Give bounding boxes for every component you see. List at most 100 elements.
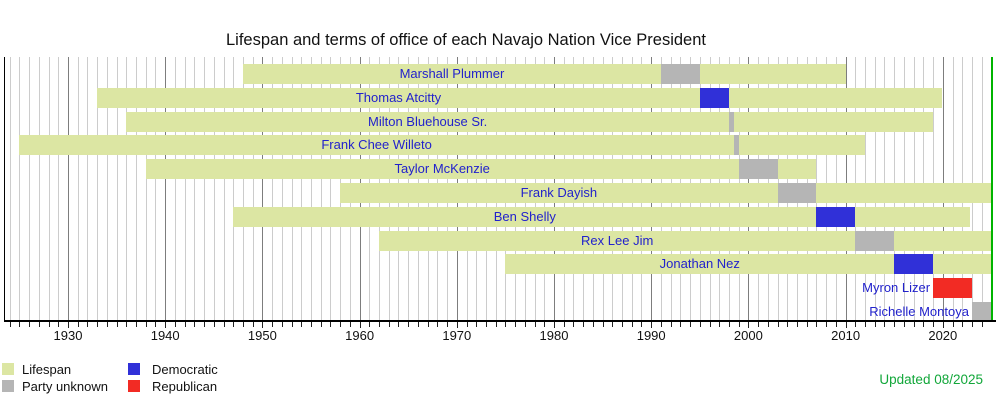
axis-tick-year [933,321,935,327]
axis-tick-label: 1930 [53,328,83,343]
gridline-year [106,57,108,320]
axis-tick-year [544,321,546,327]
axis-tick-year [806,321,808,327]
axis-tick-year [962,321,964,327]
legend-swatch-lifespan [2,363,14,375]
axis-tick-year [874,321,876,327]
axis-tick-decade [845,321,847,328]
lifespan-bar [242,64,846,84]
axis-tick-year [116,321,118,327]
axis-tick-year [388,321,390,327]
person-name-label: Ben Shelly [493,209,556,224]
gridline-year [58,57,60,320]
axis-tick-year [437,321,439,327]
axis-tick-decade [359,321,361,328]
lifespan-bar [19,135,866,155]
legend-label-democratic: Democratic [152,362,218,377]
axis-tick-year [301,321,303,327]
gridline-year [77,57,79,320]
axis-tick-year [204,321,206,327]
axis-tick-year [427,321,429,327]
axis-tick-year [281,321,283,327]
now-marker-line [991,57,993,320]
axis-tick-year [728,321,730,327]
axis-tick-decade [456,321,458,328]
axis-tick-year [622,321,624,327]
axis-tick-year [398,321,400,327]
axis-tick-year [242,321,244,327]
axis-tick-year [903,321,905,327]
axis-tick-year [699,321,701,327]
axis-tick-year [952,321,954,327]
axis-tick-year [223,321,225,327]
person-name-label: Myron Lizer [862,280,931,295]
gridline-year [126,57,128,320]
gridline-year [174,57,176,320]
axis-tick-year [884,321,886,327]
term-bar-unknown [971,302,992,322]
x-axis-line [3,320,996,322]
gridline-year [155,57,157,320]
person-name-label: Marshall Plummer [399,66,505,81]
gridline-year [291,57,293,320]
axis-tick-year [48,321,50,327]
axis-tick-year [155,321,157,327]
axis-tick-label: 1980 [539,328,569,343]
axis-tick-year [573,321,575,327]
gridline-year [242,57,244,320]
axis-tick-label: 1990 [636,328,666,343]
gridline-decade [165,57,167,320]
gridline-year [97,57,99,320]
axis-tick-year [709,321,711,327]
axis-tick-year [797,321,798,327]
gridline-year [87,57,89,320]
gridline-year [252,57,254,320]
axis-tick-year [476,321,478,327]
axis-tick-year [515,321,517,327]
axis-tick-year [136,321,138,327]
axis-tick-year [660,321,662,327]
y-axis-left-border [3,57,5,322]
gridline-year [272,57,274,320]
axis-tick-year [767,321,769,327]
gridline-year [116,57,118,320]
gridline-year [320,57,322,320]
axis-tick-year [816,321,818,327]
legend-swatch-party-unknown [2,380,14,392]
axis-tick-year [330,321,332,327]
axis-tick-year [379,321,381,327]
axis-tick-year [408,321,410,327]
axis-tick-year [340,321,342,327]
gridline-decade [68,57,69,320]
lifespan-bar [97,88,942,108]
person-name-label: Thomas Atcitty [355,90,442,105]
axis-tick-year [9,321,11,327]
term-bar-republican [933,278,972,298]
axis-tick-year [252,321,254,327]
term-bar-unknown [777,183,817,203]
axis-tick-year [233,321,235,327]
legend-label-party-unknown: Party unknown [22,379,108,394]
gridline-year [301,57,303,320]
axis-tick-year [417,321,419,327]
axis-tick-label: 1950 [247,328,277,343]
axis-tick-label: 2010 [831,328,861,343]
axis-tick-year [894,321,896,327]
gridline-year [194,57,196,320]
axis-tick-year [835,321,837,327]
lifespan-bar [145,159,817,179]
lifespan-bar [379,231,992,251]
axis-tick-decade [651,321,653,328]
axis-tick-year [670,321,672,327]
axis-tick-year [612,321,614,327]
axis-tick-year [213,321,215,327]
axis-tick-year [58,321,60,327]
term-bar-democratic [699,88,729,108]
person-name-label: Rex Lee Jim [581,233,654,248]
axis-tick-year [106,321,108,327]
gridline-year [145,57,147,320]
axis-tick-year [495,321,497,327]
legend-label-lifespan: Lifespan [22,362,72,377]
axis-tick-year [311,321,312,327]
